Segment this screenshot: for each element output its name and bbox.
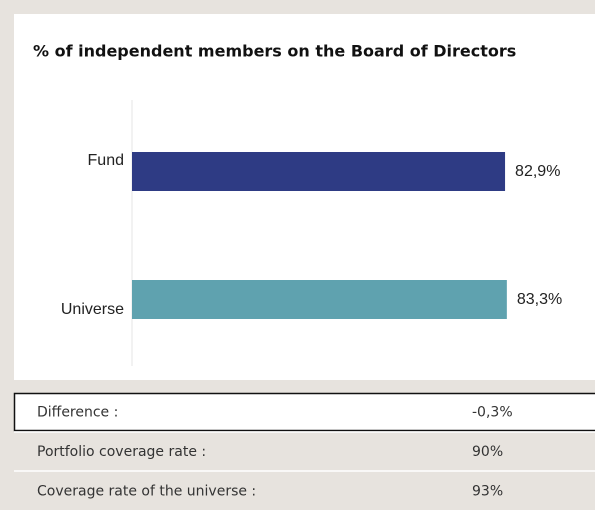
value-label: 82,9%	[515, 163, 560, 180]
value-label: 83,3%	[517, 291, 562, 308]
table-row	[14, 471, 595, 510]
bars: Fund 82,9% Universe 83,3%	[61, 152, 562, 319]
row-label: Portfolio coverage rate :	[37, 444, 206, 460]
chart-title: % of independent members on the Board of…	[33, 42, 516, 61]
row-value: 90%	[472, 444, 503, 460]
category-label: Universe	[61, 301, 124, 318]
bar	[132, 152, 506, 191]
row-label: Coverage rate of the universe :	[37, 484, 256, 500]
row-value: 93%	[472, 484, 503, 500]
table-row	[14, 432, 595, 470]
chart-panel	[14, 14, 595, 380]
category-label: Fund	[88, 152, 124, 169]
table-row	[13, 392, 595, 432]
summary-table: Difference : -0,3% Portfolio coverage rate…	[13, 392, 595, 510]
row-value: -0,3%	[472, 405, 513, 421]
row-label: Difference :	[37, 405, 118, 421]
bar	[132, 280, 507, 319]
